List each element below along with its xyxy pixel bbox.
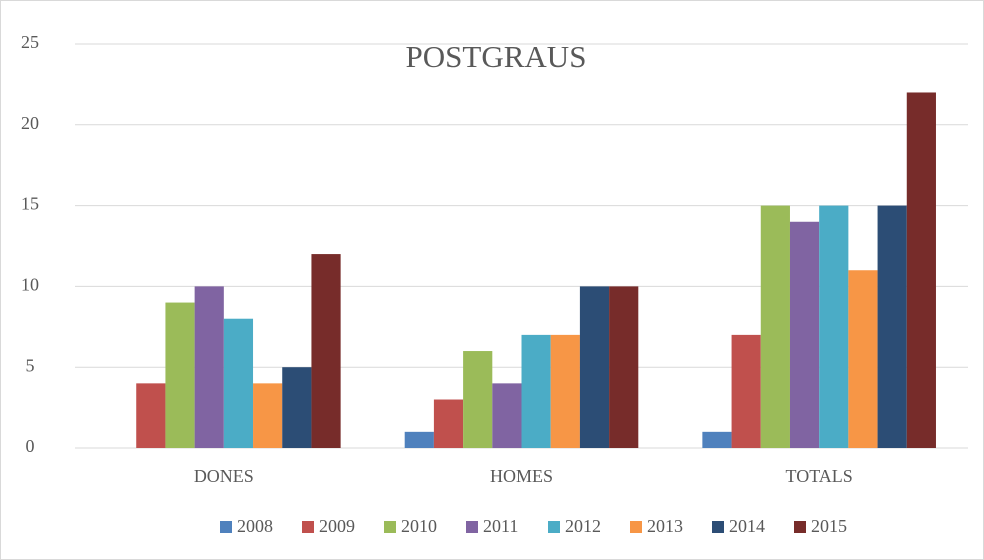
bar bbox=[311, 254, 341, 448]
legend-swatch bbox=[466, 521, 478, 533]
y-tick-label: 15 bbox=[21, 194, 39, 214]
chart-title: POSTGRAUS bbox=[406, 39, 587, 74]
legend-label: 2010 bbox=[401, 516, 437, 536]
bar bbox=[404, 431, 434, 448]
bar bbox=[194, 286, 224, 448]
bar bbox=[463, 351, 493, 448]
bar bbox=[521, 334, 551, 448]
legend-swatch bbox=[630, 521, 642, 533]
bar bbox=[877, 205, 907, 448]
legend-swatch bbox=[302, 521, 314, 533]
bar bbox=[609, 286, 639, 448]
legend-swatch bbox=[794, 521, 806, 533]
bar bbox=[492, 383, 522, 448]
y-tick-label: 5 bbox=[26, 355, 35, 375]
bar bbox=[906, 92, 936, 448]
bar bbox=[550, 334, 580, 448]
bar bbox=[731, 334, 761, 448]
y-tick-label: 25 bbox=[21, 32, 39, 52]
x-tick-label: DONES bbox=[194, 466, 254, 486]
legend-swatch bbox=[384, 521, 396, 533]
x-tick-label: TOTALS bbox=[786, 466, 853, 486]
bar bbox=[282, 367, 312, 448]
bar bbox=[702, 431, 732, 448]
y-tick-label: 20 bbox=[21, 113, 39, 133]
bar bbox=[253, 383, 283, 448]
bar bbox=[760, 205, 790, 448]
bar bbox=[579, 286, 610, 448]
legend-swatch bbox=[712, 521, 724, 533]
legend-label: 2008 bbox=[237, 516, 273, 536]
legend-label: 2014 bbox=[729, 516, 765, 536]
bar bbox=[789, 221, 820, 448]
bar bbox=[819, 205, 849, 448]
bar bbox=[165, 302, 195, 448]
legend-label: 2009 bbox=[319, 516, 355, 536]
legend-label: 2012 bbox=[565, 516, 601, 536]
y-tick-label: 0 bbox=[26, 436, 35, 456]
legend-label: 2013 bbox=[647, 516, 683, 536]
legend-swatch bbox=[548, 521, 560, 533]
y-tick-label: 10 bbox=[21, 275, 39, 295]
bar bbox=[136, 383, 166, 448]
bar bbox=[433, 399, 464, 448]
legend-swatch bbox=[220, 521, 232, 533]
bar bbox=[848, 270, 878, 448]
bar bbox=[223, 318, 254, 448]
x-tick-label: HOMES bbox=[490, 466, 553, 486]
legend-label: 2015 bbox=[811, 516, 847, 536]
legend-label: 2011 bbox=[483, 516, 518, 536]
